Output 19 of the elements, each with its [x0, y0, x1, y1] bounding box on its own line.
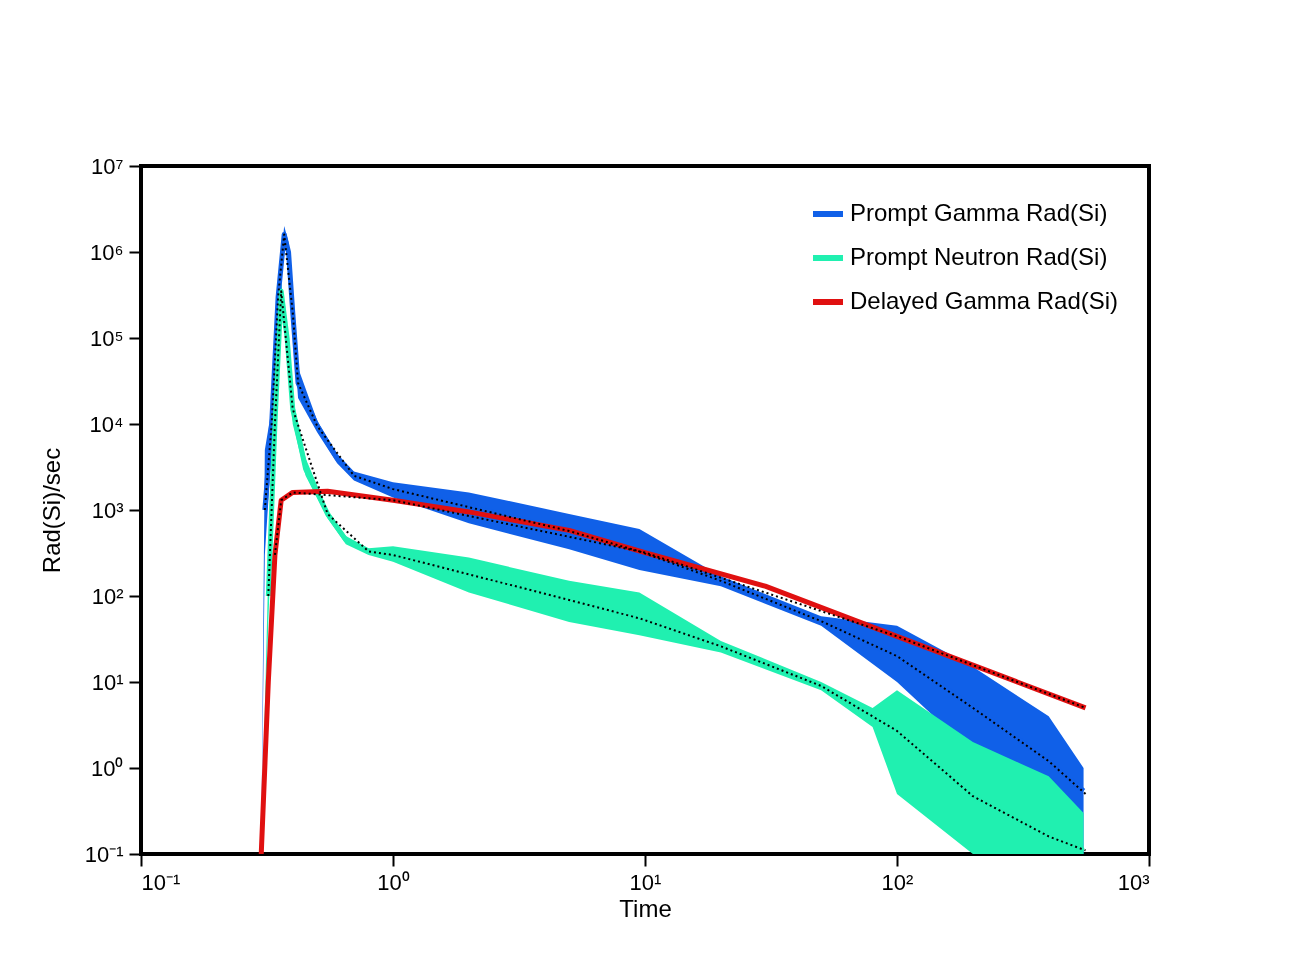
- y-tick-label: 10⁴: [89, 411, 124, 437]
- y-axis-title: Rad(Si)/sec: [37, 447, 65, 574]
- y-tick-label: 10⁵: [89, 325, 124, 351]
- x-tick-label: 10²: [881, 869, 914, 895]
- legend-label: Prompt Gamma Rad(Si): [850, 199, 1108, 226]
- x-tick-label: 10¹: [629, 869, 662, 895]
- x-tick-label: 10⁰: [377, 869, 410, 895]
- y-tick-label: 10⁷: [91, 153, 124, 179]
- y-tick-label: 10²: [91, 583, 124, 609]
- x-axis-title: Time: [619, 894, 672, 922]
- y-tick-label: 10⁶: [89, 239, 124, 265]
- x-tick-label: 10⁻¹: [141, 869, 181, 895]
- legend-label: Delayed Gamma Rad(Si): [850, 287, 1119, 314]
- y-tick-label: 10⁻¹: [84, 841, 124, 867]
- y-tick-label: 10⁰: [91, 755, 124, 781]
- y-tick-label: 10¹: [91, 669, 124, 695]
- legend-label: Prompt Neutron Rad(Si): [850, 243, 1108, 270]
- y-tick-label: 10³: [91, 497, 124, 523]
- x-tick-label: 10³: [1117, 869, 1150, 895]
